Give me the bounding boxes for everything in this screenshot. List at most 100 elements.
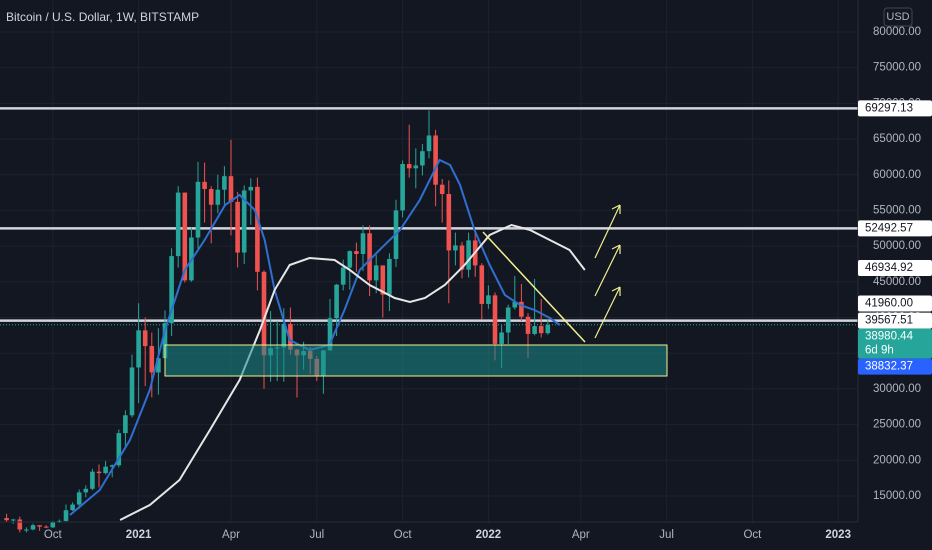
x-tick-label: 2022 bbox=[476, 529, 502, 541]
price-label: 52492.57 bbox=[865, 222, 913, 234]
x-tick-label: Oct bbox=[44, 529, 63, 541]
y-tick-label: 25000.00 bbox=[873, 419, 921, 431]
support-zone bbox=[164, 344, 668, 377]
x-tick-label: Oct bbox=[743, 529, 762, 541]
arrows bbox=[594, 204, 621, 339]
candle-body bbox=[354, 251, 359, 254]
candle-body bbox=[222, 176, 227, 190]
price-label: 46934.92 bbox=[865, 262, 913, 274]
candle-body bbox=[248, 186, 254, 191]
candle-body bbox=[142, 330, 148, 347]
candle-body bbox=[162, 323, 168, 359]
candle-body bbox=[479, 265, 485, 304]
candle-body bbox=[17, 519, 23, 530]
y-tick-label: 45000.00 bbox=[873, 276, 921, 288]
candle-body bbox=[360, 233, 366, 254]
candle-body bbox=[156, 358, 161, 373]
candle-body bbox=[413, 165, 419, 169]
candle-body bbox=[109, 465, 115, 467]
candle-body bbox=[367, 233, 372, 281]
y-tick-label: 60000.00 bbox=[873, 169, 921, 181]
candle-body bbox=[50, 521, 56, 528]
candle-body bbox=[83, 488, 89, 493]
candle-body bbox=[499, 332, 504, 344]
currency[interactable]: USD bbox=[886, 11, 909, 23]
price-label-box bbox=[858, 100, 932, 117]
grid bbox=[0, 0, 858, 522]
candle-body bbox=[439, 184, 445, 195]
candle-body bbox=[63, 510, 69, 521]
candle-body bbox=[255, 186, 260, 272]
candle-body bbox=[281, 323, 287, 348]
candle-body bbox=[30, 525, 36, 530]
candle-body bbox=[241, 190, 247, 253]
candle-body bbox=[24, 529, 29, 531]
candle-body bbox=[380, 265, 386, 295]
arrow bbox=[594, 244, 621, 297]
candle-body bbox=[545, 324, 551, 334]
candle-body bbox=[492, 295, 498, 344]
candle-body bbox=[96, 471, 102, 474]
candle-body bbox=[90, 471, 95, 489]
candle-body bbox=[347, 251, 353, 268]
candle-body bbox=[215, 189, 221, 205]
candle-body bbox=[76, 492, 82, 505]
candle-body bbox=[149, 346, 155, 373]
y-tick-label: 55000.00 bbox=[873, 204, 921, 216]
candle-body bbox=[116, 433, 122, 466]
currency-button[interactable] bbox=[883, 7, 913, 27]
arrow bbox=[594, 204, 621, 259]
price-label-box bbox=[858, 220, 932, 237]
candle-body bbox=[486, 295, 491, 304]
candle-body bbox=[123, 415, 128, 434]
arrow bbox=[594, 286, 621, 339]
candle-body bbox=[505, 307, 511, 333]
price-label: 39567.51 bbox=[865, 315, 913, 327]
candle-body bbox=[373, 265, 379, 281]
candle-body bbox=[235, 201, 240, 253]
countdown: 6d 9h bbox=[865, 345, 894, 357]
moving-average bbox=[69, 158, 561, 516]
candle-body bbox=[453, 245, 458, 251]
price-label: 41960.00 bbox=[865, 298, 913, 310]
x-tick-label: Apr bbox=[222, 529, 240, 541]
x-tick-label: Jul bbox=[659, 529, 674, 541]
y-tick-label: 30000.00 bbox=[873, 383, 921, 395]
y-tick-label: 15000.00 bbox=[873, 490, 921, 502]
x-tick-label: 2021 bbox=[126, 529, 152, 541]
y-tick-label: 80000.00 bbox=[873, 26, 921, 38]
candle-body bbox=[182, 192, 188, 281]
y-tick-label: 50000.00 bbox=[873, 240, 921, 252]
x-tick-label: 2023 bbox=[825, 529, 851, 541]
price-label: 38832.37 bbox=[865, 361, 913, 373]
candle-body bbox=[459, 245, 465, 270]
candle-body bbox=[261, 271, 267, 356]
y-tick-label: 75000.00 bbox=[873, 62, 921, 74]
candle-body bbox=[10, 519, 16, 521]
y-tick-label: 65000.00 bbox=[873, 133, 921, 145]
candle-body bbox=[129, 367, 135, 416]
x-tick-label: Apr bbox=[572, 529, 590, 541]
candle-body bbox=[519, 301, 524, 317]
candle-body bbox=[228, 176, 234, 202]
moving-average bbox=[119, 223, 586, 521]
candle-body bbox=[433, 135, 438, 185]
candle-body bbox=[169, 256, 174, 324]
price-label: 38980.44 bbox=[865, 331, 914, 343]
candle-body bbox=[446, 194, 452, 251]
price-label-box bbox=[858, 259, 932, 276]
candle-body bbox=[43, 526, 49, 528]
candle-body bbox=[334, 284, 339, 319]
candle-body bbox=[136, 330, 141, 368]
y-tick-label: 20000.00 bbox=[873, 454, 921, 466]
price-label-box bbox=[858, 358, 932, 375]
chart-title: Bitcoin / U.S. Dollar, 1W, BITSTAMP bbox=[6, 10, 199, 24]
price-label-box bbox=[858, 312, 932, 329]
x-tick-label: Oct bbox=[394, 529, 413, 541]
axis-labels: 15000.0020000.0025000.0030000.0035000.00… bbox=[44, 26, 932, 541]
candle-body bbox=[37, 525, 42, 527]
candle-body bbox=[466, 240, 471, 270]
candle-body bbox=[4, 518, 9, 521]
candle-body bbox=[340, 267, 346, 285]
